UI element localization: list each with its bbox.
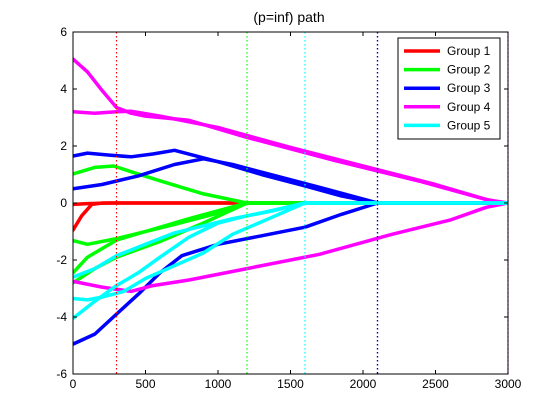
y-tick-label: -6 [56, 367, 67, 381]
legend-label-group2: Group 2 [447, 63, 491, 77]
legend-label-group5: Group 5 [447, 118, 491, 132]
x-tick-label: 3000 [495, 377, 522, 391]
x-tick-label: 1000 [205, 377, 232, 391]
x-tick-label: 1500 [277, 377, 304, 391]
legend-label-group4: Group 4 [447, 100, 491, 114]
y-tick-label: 4 [60, 82, 67, 96]
series-line-group3-6 [73, 148, 508, 205]
y-tick-label: -2 [56, 253, 67, 267]
y-tick-label: 2 [60, 139, 67, 153]
series-line-group2-2 [73, 164, 508, 205]
series-line-group5-13 [73, 201, 508, 302]
y-tick-label: 0 [60, 196, 67, 210]
chart-title: (p=inf) path [253, 9, 324, 25]
legend-label-group3: Group 3 [447, 81, 491, 95]
legend-label-group1: Group 1 [447, 44, 491, 58]
plot-area: 0 500 1000 1500 2000 2500 3000 -6 -4 -2 0 2 4 6 [56, 25, 521, 391]
x-tick-label: 500 [135, 377, 155, 391]
y-tick-label: -4 [56, 310, 67, 324]
x-tick-label: 0 [70, 377, 77, 391]
x-tick-label: 2000 [350, 377, 377, 391]
series-line-group3-8 [73, 201, 508, 346]
series-line-group3-7 [73, 157, 508, 205]
series-layer [73, 57, 508, 346]
series-line-group4-10 [73, 109, 508, 205]
legend: Group 1 Group 2 Group 3 Group 4 Group 5 [397, 37, 501, 140]
y-tick-label: 6 [60, 25, 67, 39]
x-tick-label: 2500 [422, 377, 449, 391]
series-line-group5-14 [73, 201, 508, 279]
